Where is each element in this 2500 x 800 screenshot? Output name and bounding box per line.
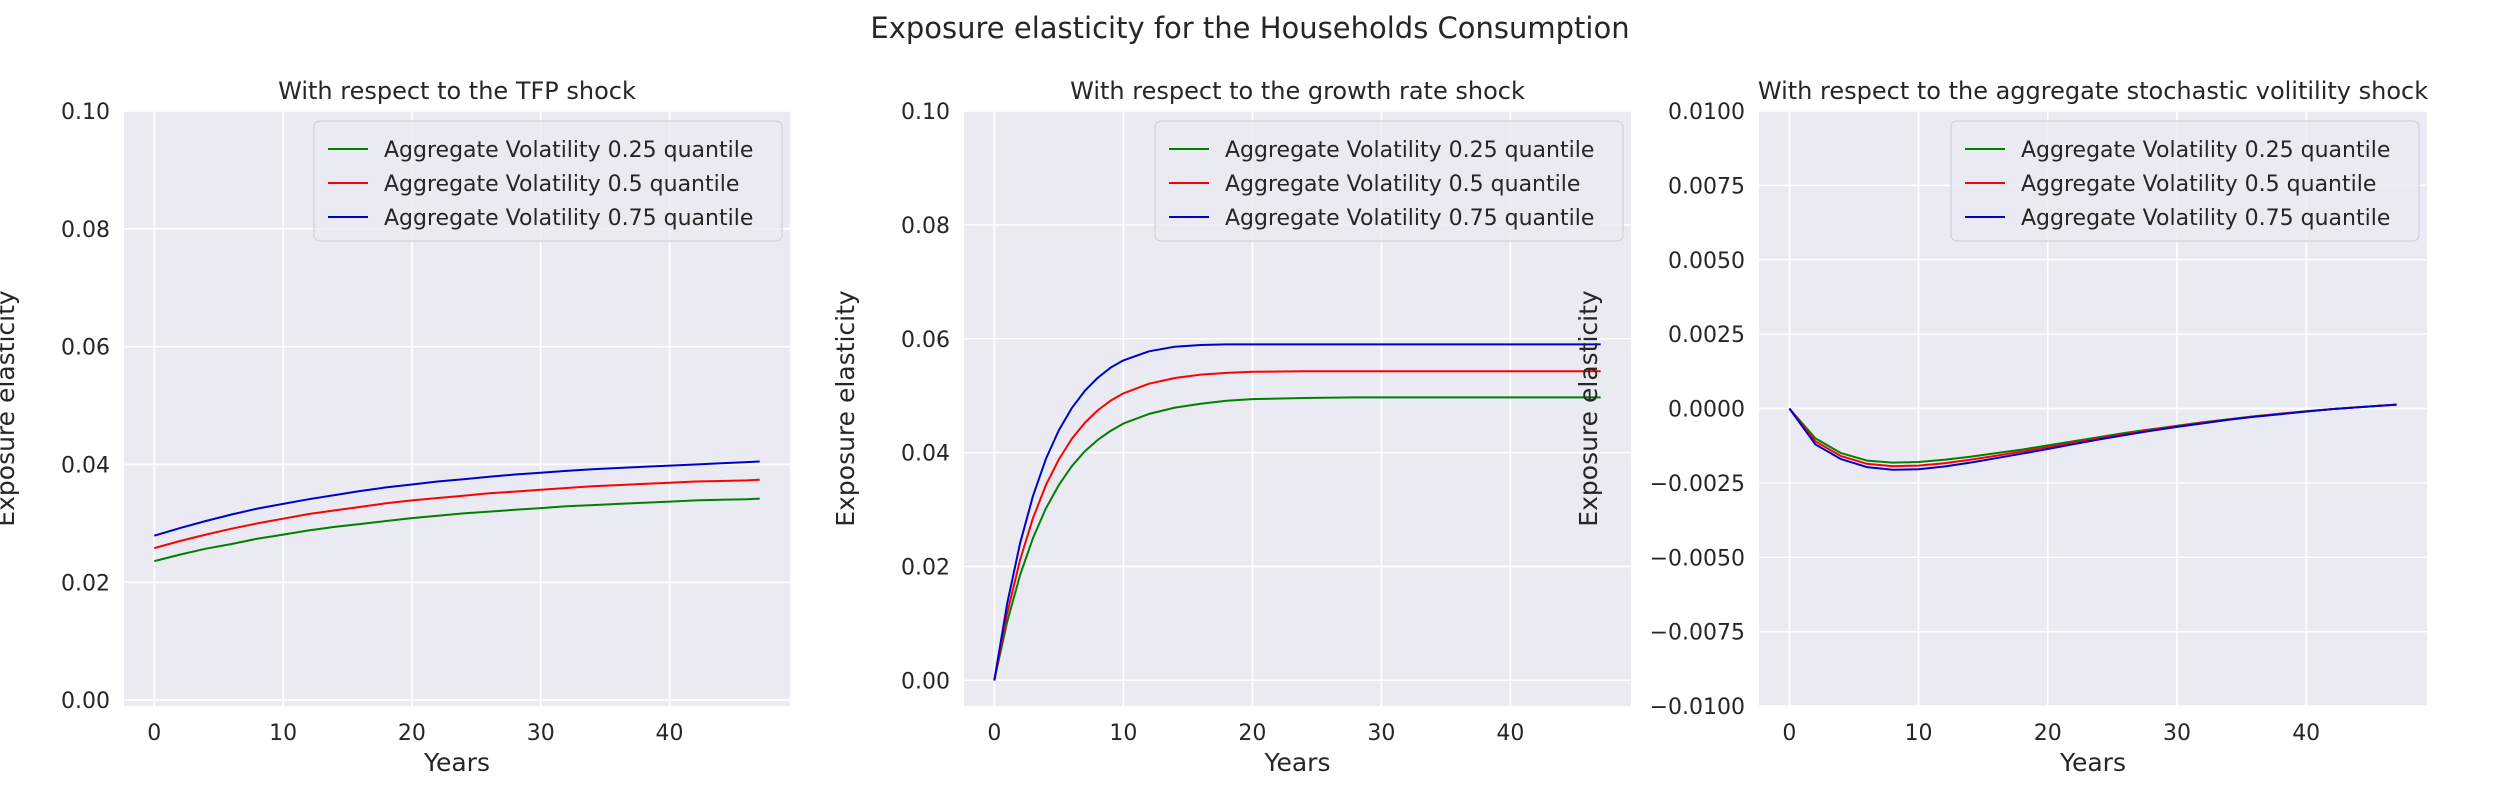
series-line-1: [993, 396, 1601, 681]
y-tick-label: 0.06: [901, 328, 950, 353]
y-tick-label: 0.02: [901, 556, 950, 581]
series-line-2: [154, 478, 760, 550]
y-tick-label: 0.00: [901, 669, 950, 694]
legend-label: Aggregate Volatility 0.5 quantile: [2021, 172, 2376, 197]
y-tick-label: 0.0025: [1668, 323, 1745, 348]
y-axis-label: Exposure elasticity: [0, 290, 20, 527]
x-axis-label: Years: [1264, 748, 1331, 777]
legend-label: Aggregate Volatility 0.5 quantile: [1225, 172, 1580, 197]
y-tick-label: −0.0075: [1650, 621, 1745, 646]
legend-label: Aggregate Volatility 0.25 quantile: [2021, 138, 2390, 163]
series-line-1: [154, 497, 760, 563]
y-tick-label: 0.06: [61, 336, 110, 361]
x-tick-label: 0: [987, 721, 1001, 746]
chart-panel-1: 0 10 20 30 40 0.00 0.02 0.04 0.06 0.08 0.10 With re…: [0, 77, 790, 777]
x-tick-label: 20: [1238, 721, 1266, 746]
x-tick-label: 40: [2292, 721, 2320, 746]
legend: Aggregate Volatility 0.25 quantile Aggreg…: [313, 120, 783, 242]
legend-frame: [1154, 120, 1624, 242]
x-tick-label: 10: [269, 721, 297, 746]
x-tick-label: 40: [1496, 721, 1524, 746]
y-tick-label: −0.0050: [1650, 546, 1745, 571]
legend-label: Aggregate Volatility 0.75 quantile: [384, 206, 753, 231]
legend-label: Aggregate Volatility 0.75 quantile: [1225, 206, 1594, 231]
y-tick-label: 0.08: [901, 214, 950, 239]
y-tick-label: 0.0000: [1668, 398, 1745, 423]
x-tick-label: 0: [1782, 721, 1796, 746]
x-tick-label: 20: [2034, 721, 2062, 746]
panel-title: With respect to the TFP shock: [278, 77, 636, 105]
x-tick-label: 30: [1367, 721, 1395, 746]
legend-frame: [1950, 120, 2420, 242]
y-axis-label: Exposure elasticity: [1574, 290, 1603, 527]
x-tick-label: 30: [527, 721, 555, 746]
y-tick-label: 0.0050: [1668, 249, 1745, 274]
y-tick-label: −0.0100: [1650, 695, 1745, 720]
legend: Aggregate Volatility 0.25 quantile Aggreg…: [1950, 120, 2420, 242]
x-tick-label: 10: [1905, 721, 1933, 746]
y-axis-label: Exposure elasticity: [831, 290, 860, 527]
figure-title: Exposure elasticity for the Households C…: [870, 11, 1629, 45]
x-axis-label: Years: [2059, 748, 2126, 777]
x-tick-label: 30: [2163, 721, 2191, 746]
y-tick-label: 0.02: [61, 571, 110, 596]
chart-panels: 0 10 20 30 40 0.00 0.02 0.04 0.06 0.08 0.10 With re…: [0, 77, 2428, 777]
legend-label: Aggregate Volatility 0.75 quantile: [2021, 206, 2390, 231]
y-tick-label: 0.10: [901, 100, 950, 125]
y-tick-label: 0.0100: [1668, 100, 1745, 125]
y-tick-label: 0.04: [901, 442, 950, 467]
y-tick-label: 0.04: [61, 453, 110, 478]
y-tick-label: 0.0075: [1668, 174, 1745, 199]
series-line-3: [993, 343, 1601, 681]
legend-label: Aggregate Volatility 0.25 quantile: [384, 138, 753, 163]
x-tick-label: 0: [147, 721, 161, 746]
series-line-3: [1788, 403, 2397, 471]
y-tick-label: 0.08: [61, 218, 110, 243]
x-tick-label: 40: [656, 721, 684, 746]
panel-title: With respect to the growth rate shock: [1070, 77, 1525, 105]
x-axis-label: Years: [423, 748, 490, 777]
y-tick-label: −0.0025: [1650, 472, 1745, 497]
x-tick-label: 20: [398, 721, 426, 746]
y-tick-label: 0.10: [61, 100, 110, 125]
legend: Aggregate Volatility 0.25 quantile Aggreg…: [1154, 120, 1624, 242]
y-tick-label: 0.00: [61, 689, 110, 714]
chart-panel-2: 0 10 20 30 40 0.00 0.02 0.04 0.06 0.08 0.10 With re…: [831, 77, 1631, 777]
legend-label: Aggregate Volatility 0.25 quantile: [1225, 138, 1594, 163]
legend-frame: [313, 120, 783, 242]
chart-panel-3: 0 10 20 30 40 −0.0100 −0.0075 −0.0050 −0.0025 0.0…: [1574, 77, 2428, 777]
series-line-3: [154, 460, 760, 537]
legend-label: Aggregate Volatility 0.5 quantile: [384, 172, 739, 197]
series-line-2: [993, 370, 1601, 681]
panel-title: With respect to the aggregate stochastic…: [1758, 77, 2428, 105]
x-tick-label: 10: [1109, 721, 1137, 746]
